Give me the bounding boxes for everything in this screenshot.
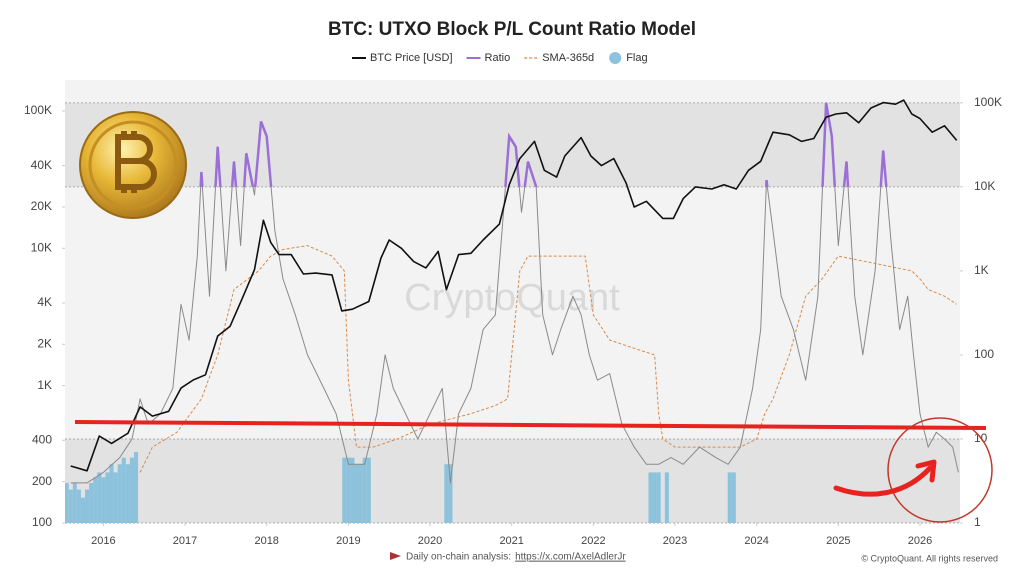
flag-bar <box>85 489 90 523</box>
x-tick-label: 2022 <box>581 535 605 547</box>
flag-bar <box>113 472 118 523</box>
bitcoin-logo <box>79 111 187 219</box>
ratio-line <box>70 102 959 484</box>
flag-bar <box>362 457 367 523</box>
x-tick-label: 2023 <box>663 535 687 547</box>
flag-bar <box>354 464 359 523</box>
flag-bar <box>134 451 139 523</box>
y2-tick-label: 100 <box>974 347 994 361</box>
y-tick-label: 4K <box>37 295 52 309</box>
y-tick-label: 1K <box>37 378 52 392</box>
flag-bar <box>448 464 453 523</box>
y-tick-label: 10K <box>31 240 52 254</box>
flag-bar <box>80 497 86 523</box>
flag-bar <box>76 489 81 523</box>
flag-bar <box>68 489 73 523</box>
flag-bar <box>93 477 98 523</box>
x-tick-label: 2018 <box>254 535 278 547</box>
annotation-circle <box>887 417 993 523</box>
flag-bar <box>101 477 106 523</box>
chart-title: BTC: UTXO Block P/L Count Ratio Model <box>328 19 696 40</box>
legend-label: Ratio <box>485 52 511 64</box>
y2-tick-label: 100K <box>974 95 1002 109</box>
flag-bar <box>350 457 355 523</box>
x-tick-label: 2021 <box>499 535 523 547</box>
flag-bar <box>444 464 449 523</box>
flag-bar <box>109 464 114 523</box>
legend-marker <box>609 52 622 64</box>
y-tick-label: 20K <box>31 199 52 213</box>
x-tick-label: 2025 <box>826 535 850 547</box>
legend-label: SMA-365d <box>542 52 594 64</box>
footer-icon <box>390 552 401 560</box>
flag-bar <box>117 464 122 523</box>
y-tick-label: 100 <box>32 515 52 529</box>
flag-bar <box>105 472 110 523</box>
footer-link[interactable]: https://x.com/AxelAdlerJr <box>515 552 626 563</box>
flag-bar <box>656 472 661 523</box>
flag-bar <box>664 472 669 523</box>
legend-label: Flag <box>626 52 647 64</box>
ratio-line <box>139 245 957 473</box>
annotation-line <box>74 420 987 430</box>
flag-bar <box>89 482 94 523</box>
footer-text: Daily on-chain analysis: <box>406 552 511 563</box>
y-tick-label: 200 <box>32 474 52 488</box>
y-tick-label: 100K <box>24 103 52 117</box>
x-tick-label: 2019 <box>336 535 360 547</box>
flag-bar <box>65 482 69 523</box>
flag-bar <box>121 457 126 523</box>
flag-bar <box>652 472 657 523</box>
copyright: © CryptoQuant. All rights reserved <box>861 553 998 563</box>
shaded-zone <box>65 102 960 187</box>
price-line <box>70 99 958 472</box>
annotation-arrow <box>833 465 933 497</box>
flag-bar <box>72 482 77 523</box>
flag-bar <box>648 472 653 523</box>
flag-bar <box>358 464 363 523</box>
flag-bar <box>97 472 102 523</box>
x-tick-label: 2016 <box>91 535 115 547</box>
shaded-zone <box>65 438 960 523</box>
y-tick-label: 400 <box>32 432 52 446</box>
y-tick-label: 40K <box>31 158 52 172</box>
flag-bar <box>342 457 347 523</box>
x-tick-label: 2020 <box>418 535 442 547</box>
annotation-arrow-head <box>915 459 937 483</box>
y2-tick-label: 10K <box>974 179 995 193</box>
flag-bar <box>366 457 371 523</box>
flag-bar <box>125 464 130 523</box>
legend-label: BTC Price [USD] <box>370 52 453 64</box>
x-tick-label: 2024 <box>744 535 768 547</box>
y-tick-label: 2K <box>37 336 52 350</box>
y2-tick-label: 1K <box>974 263 989 277</box>
watermark: CryptoQuant <box>404 277 620 319</box>
flag-bar <box>129 457 135 523</box>
flag-bar <box>731 472 736 523</box>
x-tick-label: 2026 <box>908 535 932 547</box>
flag-bar <box>727 472 732 523</box>
y2-tick-label: 1 <box>974 515 981 529</box>
flag-bar <box>346 457 351 523</box>
x-tick-label: 2017 <box>173 535 197 547</box>
